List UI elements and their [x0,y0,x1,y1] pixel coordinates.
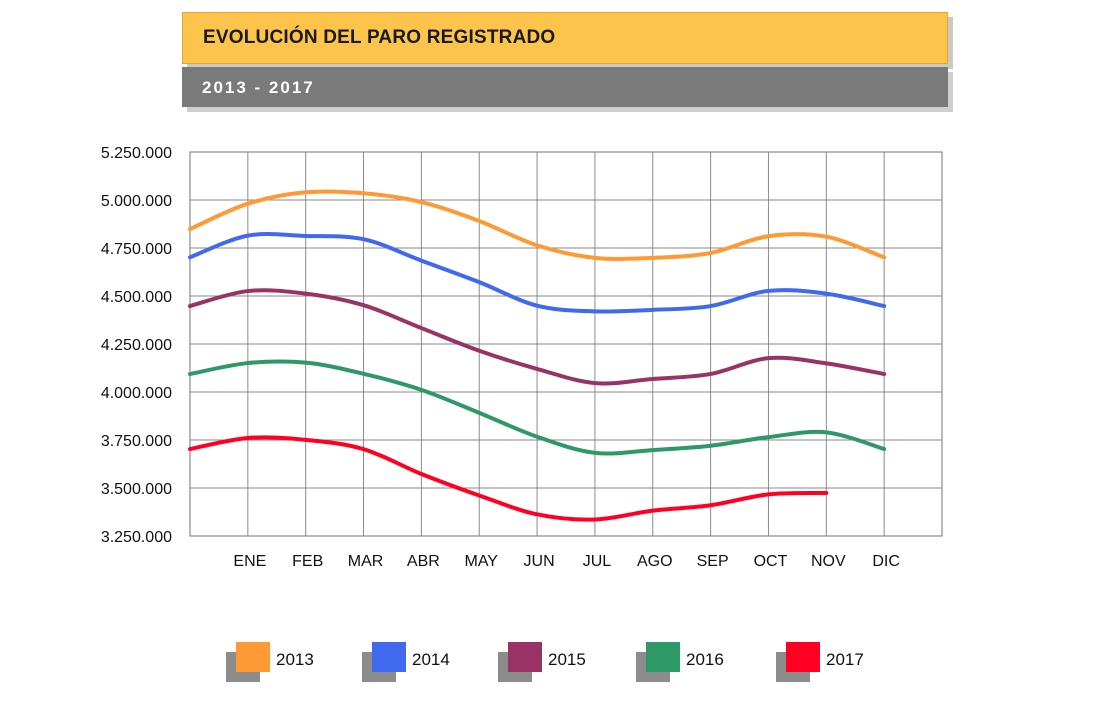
series-line-2017 [188,435,829,522]
y-tick-label: 3.500.000 [101,481,172,498]
y-tick-label: 4.000.000 [101,385,172,402]
legend-label: 2017 [826,650,864,669]
x-tick-label: JUL [583,553,612,570]
chart-title-bar: EVOLUCIÓN DEL PARO REGISTRADO [182,12,948,64]
series-line-2016 [188,359,887,456]
series-line-2015 [188,288,887,386]
x-tick-label: DIC [872,553,900,570]
y-tick-label: 4.500.000 [101,289,172,306]
series-line-2014 [188,232,887,314]
chart-subtitle: 2013 - 2017 [202,78,315,97]
x-tick-label: AGO [637,553,673,570]
chart-title: EVOLUCIÓN DEL PARO REGISTRADO [203,27,556,48]
x-tick-label: FEB [292,553,323,570]
y-tick-label: 3.750.000 [101,433,172,450]
legend-swatch [646,642,680,672]
legend-swatch [508,642,542,672]
line-chart: 5.250.000 5.000.000 4.750.000 4.500.000 4.25… [101,145,943,570]
legend-label: 2015 [548,650,586,669]
y-tick-label: 5.250.000 [101,145,172,162]
y-tick-label: 5.000.000 [101,193,172,210]
y-tick-label: 3.250.000 [101,529,172,546]
legend-label: 2016 [686,650,724,669]
series-line-2013 [188,189,887,261]
legend-label: 2013 [276,650,314,669]
x-tick-label: MAR [348,553,384,570]
legend-swatch [786,642,820,672]
y-tick-label: 4.750.000 [101,241,172,258]
chart-subtitle-bar: 2013 - 2017 [182,67,948,107]
x-tick-label: OCT [754,553,788,570]
x-tick-label: JUN [524,553,555,570]
x-tick-label: MAY [464,553,498,570]
x-tick-label: SEP [697,553,729,570]
x-tick-label: ABR [407,553,440,570]
legend-swatch [236,642,270,672]
y-tick-label: 4.250.000 [101,337,172,354]
chart-legend: 2013 2014 2015 2016 2017 [0,640,1100,690]
legend-label: 2014 [412,650,450,669]
legend-swatch [372,642,406,672]
x-tick-label: ENE [233,553,266,570]
x-tick-label: NOV [811,553,846,570]
